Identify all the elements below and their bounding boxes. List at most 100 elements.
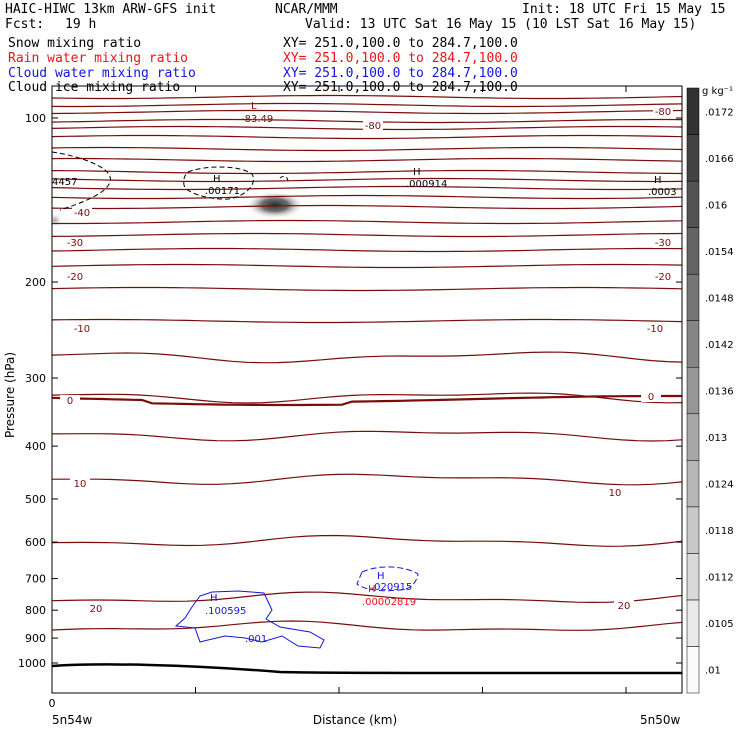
colorbar: .01 .0105 .0112 .0118 .0124 .013 .0136 .0142 .01… — [686, 86, 734, 694]
snow-mixing-edge — [52, 212, 63, 228]
temperature-contour-label: 10 — [609, 488, 622, 499]
field-name-rain: Rain water mixing ratio — [8, 51, 189, 66]
temperature-contour-line — [52, 194, 682, 200]
colorbar-bin — [686, 227, 700, 275]
extremum-value: .001 — [245, 634, 267, 645]
snow-mixing-maximum — [245, 191, 305, 219]
y-tick-label: 900 — [25, 632, 46, 645]
terrain-surface-line — [52, 663, 682, 675]
temperature-contour-label: 10 — [74, 479, 87, 490]
field-xy-rain: XY= 251.0,100.0 to 284.7,100.0 — [283, 51, 518, 66]
temperature-contour-label: -20 — [655, 272, 671, 283]
plot-frame — [51, 85, 683, 694]
contour-label-bg — [614, 600, 634, 611]
contour-label-bg — [645, 323, 665, 334]
colorbar-bin — [686, 506, 700, 554]
colorbar-bin — [686, 134, 700, 182]
contour-label-bg — [653, 106, 673, 117]
temperature-contour-line — [52, 351, 682, 364]
y-tick-label: 700 — [25, 573, 46, 586]
extremum-symbol: H — [377, 571, 385, 582]
temperature-contour-line — [52, 534, 682, 547]
organization-label: NCAR/MMM — [275, 2, 338, 17]
plot-title: HAIC-HIWC 13km ARW-GFS init — [5, 2, 217, 17]
temperature-contour-line — [52, 185, 682, 191]
temperature-contour-line — [52, 591, 682, 604]
temperature-contour-label: -80 — [365, 121, 381, 132]
field-name-cloud-water: Cloud water mixing ratio — [8, 66, 196, 81]
field-xy-snow: XY= 251.0,100.0 to 284.7,100.0 — [283, 36, 518, 51]
contour-label-bg — [653, 237, 673, 248]
colorbar-label: .013 — [705, 433, 727, 444]
temperature-contour-line — [52, 318, 682, 324]
temperature-contour-line — [52, 620, 682, 631]
contour-label-bg — [72, 323, 92, 334]
contour-labels: -80 -80 -40 -30 -30 -20 -20 -10 -10 0 0 10 10 20 20 L -8… — [52, 101, 677, 645]
temperature-contour-label: -10 — [647, 324, 663, 335]
colorbar-label: .0118 — [705, 526, 734, 537]
temperature-contour-label: -40 — [74, 208, 90, 219]
temperature-contour-label: 0 — [67, 396, 73, 407]
temperature-contour-line — [52, 392, 682, 404]
init-time: Init: 18 UTC Fri 15 May 15 — [522, 2, 726, 17]
temperature-contour-label: 20 — [90, 604, 103, 615]
colorbar-label: .0154 — [705, 247, 734, 258]
temperature-contour-label: -30 — [655, 238, 671, 249]
colorbar-label: .0124 — [705, 480, 734, 491]
colorbar-label: .0142 — [705, 340, 734, 351]
field-name-snow: Snow mixing ratio — [8, 36, 142, 51]
temperature-contour-label: 0 — [648, 392, 654, 403]
colorbar-label: .016 — [705, 200, 727, 211]
contour-label-bg — [363, 120, 383, 131]
temperature-contour-line — [52, 204, 682, 210]
temperature-contour-label: -30 — [67, 238, 83, 249]
colorbar-label: .0105 — [705, 619, 734, 630]
y-tick-label: 500 — [25, 493, 46, 506]
temperature-contour-label: -10 — [74, 324, 90, 335]
colorbar-bin — [686, 180, 700, 228]
y-tick-label: 400 — [25, 440, 46, 453]
extremum-symbol: H — [213, 174, 221, 185]
temperature-contour-line — [52, 263, 682, 269]
colorbar-label: .0166 — [705, 154, 734, 165]
temperature-contour-label: 20 — [618, 601, 631, 612]
contour-label-bg — [605, 487, 625, 498]
temperature-contour-line — [52, 146, 682, 152]
contour-label-bg — [72, 207, 92, 218]
x-axis-label: Distance (km) — [313, 713, 397, 727]
y-tick-label: 100 — [25, 112, 46, 125]
contour-label-bg — [70, 478, 90, 489]
forecast-label: Fcst: — [5, 17, 45, 32]
cloud-water-contour-small — [356, 566, 419, 592]
extremum-value: .000914 — [406, 179, 447, 190]
cloud-ice-contour-left — [52, 151, 111, 211]
temperature-contour-line — [52, 473, 682, 486]
extremum-symbol: H — [654, 175, 662, 186]
temperature-contour-line — [52, 102, 682, 108]
colorbar-bin — [686, 646, 700, 694]
colorbar-bin — [686, 553, 700, 601]
contour-label-bg — [60, 395, 80, 406]
temperature-contour-line — [52, 247, 682, 253]
y-tick-label: 300 — [25, 372, 46, 385]
cloud-ice-contour-small — [279, 175, 289, 185]
freezing-level-contour — [52, 394, 682, 407]
temperature-contours — [52, 94, 682, 631]
extremum-value: .020915 — [371, 582, 412, 593]
extremum-value: .00002819 — [362, 597, 416, 608]
x-right-endpoint: 5n50w — [640, 713, 681, 727]
temperature-contour-line — [52, 232, 682, 238]
colorbar-label: .0112 — [705, 573, 734, 584]
colorbar-label: .0148 — [705, 293, 734, 304]
extremum-value: -83.49 — [241, 114, 273, 125]
extremum-value: .00171 — [205, 186, 240, 197]
contour-label-bg — [65, 237, 85, 248]
colorbar-bin — [686, 366, 700, 415]
y-tick-label: 200 — [25, 276, 46, 289]
extremum-value: .0003 — [648, 187, 677, 198]
temperature-contour-line — [52, 94, 682, 100]
extremum-symbol: H — [413, 167, 421, 178]
temperature-contour-line — [52, 169, 682, 175]
